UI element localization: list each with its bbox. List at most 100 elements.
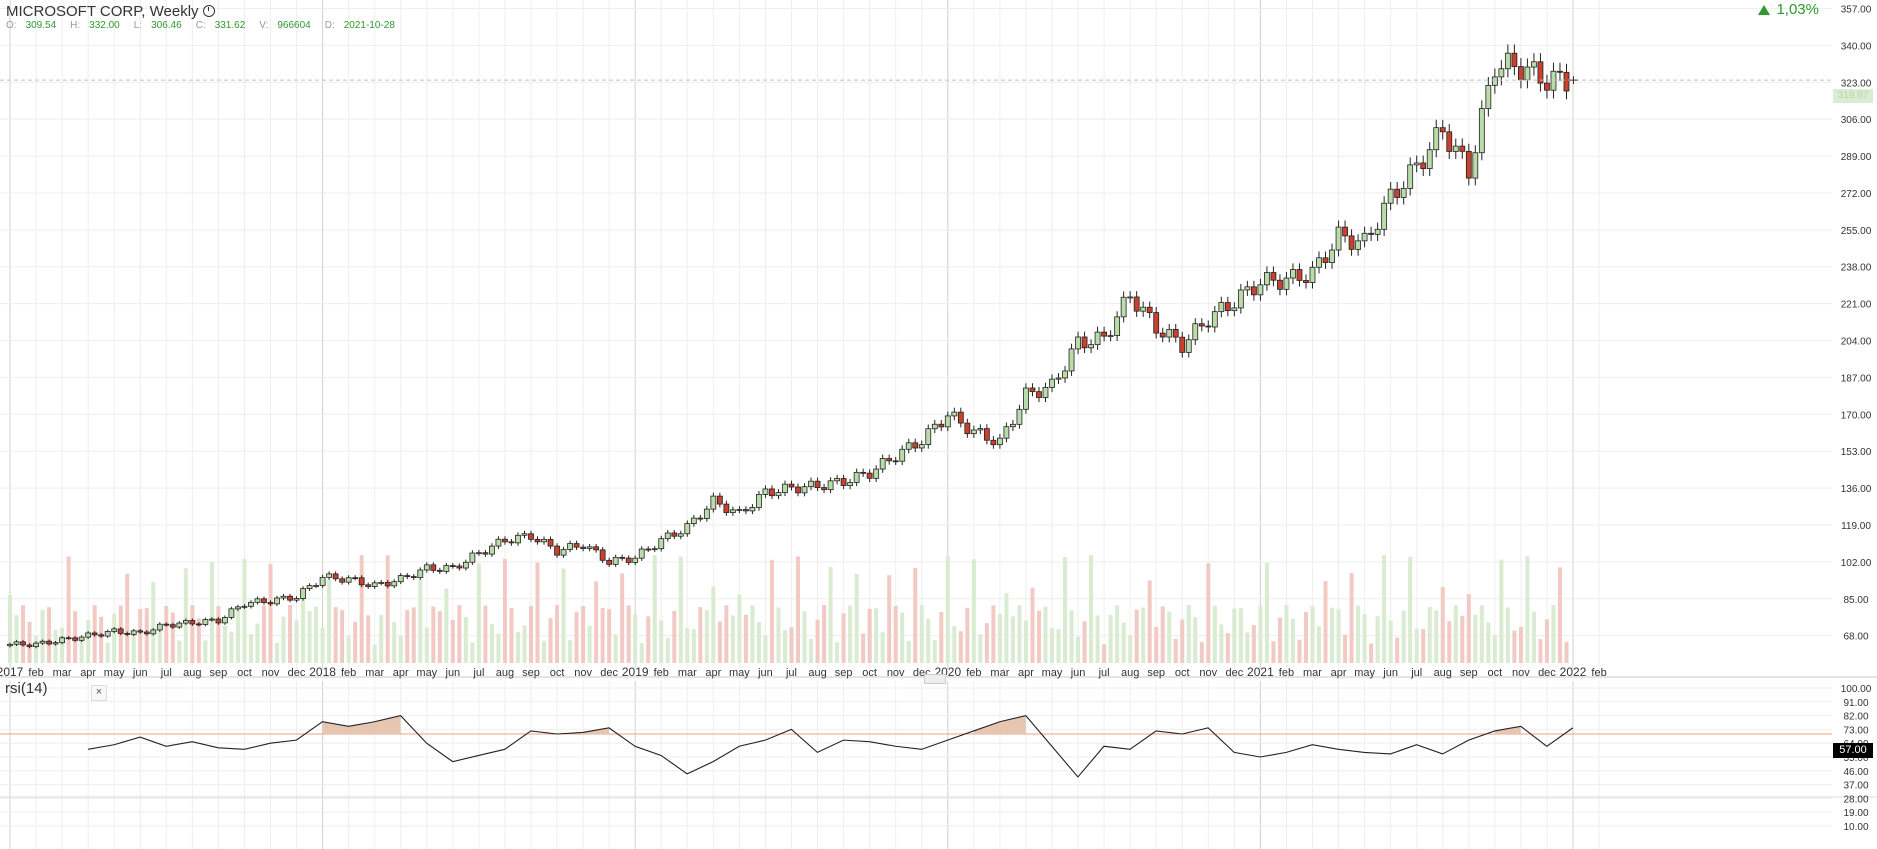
candle-body xyxy=(827,480,834,491)
candle-body xyxy=(1361,232,1368,242)
candle-body xyxy=(1140,306,1147,312)
time-tick-label: mar xyxy=(365,667,384,679)
candle-body xyxy=(997,437,1003,446)
volume-bar xyxy=(1277,617,1282,663)
candle-body xyxy=(736,509,743,511)
candle-body xyxy=(1218,302,1225,313)
chart-header: MICROSOFT CORP, Weekly xyxy=(6,1,215,21)
volume-bar xyxy=(1121,622,1126,663)
price-tick-label: 289.00 xyxy=(1841,152,1872,163)
candle-body xyxy=(46,640,52,645)
volume-bar xyxy=(496,633,501,663)
candle-body xyxy=(743,509,749,512)
volume-bar xyxy=(196,618,201,663)
volume-bar xyxy=(1082,621,1087,663)
candle-body xyxy=(1400,188,1407,198)
candle-body xyxy=(72,637,79,641)
volume-bar xyxy=(1434,610,1439,663)
rsi-close-button[interactable]: × xyxy=(91,685,107,701)
rsi-axis: 100.0091.0082.0073.0064.0055.0046.0037.0… xyxy=(1841,684,1872,833)
candle-body xyxy=(195,623,202,626)
candle-body xyxy=(267,602,274,605)
candle-body xyxy=(873,468,880,479)
candle-body xyxy=(143,631,150,635)
volume-bar xyxy=(1245,632,1250,663)
candle-body xyxy=(1264,272,1270,286)
candle-body xyxy=(599,549,606,561)
candle-body xyxy=(658,538,665,550)
time-tick-label: 2019 xyxy=(622,665,649,679)
volume-bar xyxy=(737,594,742,663)
price-tick-label: 153.00 xyxy=(1841,447,1872,458)
volume-bar xyxy=(978,634,983,663)
volume-bar xyxy=(919,605,924,663)
candle-body xyxy=(703,508,710,519)
volume-bar xyxy=(1466,594,1471,663)
candle-body xyxy=(65,637,72,640)
candle-body xyxy=(801,486,808,494)
candle-body xyxy=(176,622,183,628)
rsi-label: rsi(14) xyxy=(5,680,48,697)
time-tick-label: mar xyxy=(678,667,697,679)
candle-body xyxy=(860,471,867,474)
candle-body xyxy=(821,487,827,491)
candle-body xyxy=(1439,127,1446,133)
time-tick-label: feb xyxy=(654,667,669,679)
volume-bar xyxy=(1330,607,1335,663)
volume-bar xyxy=(743,614,748,663)
volume-bar xyxy=(1004,593,1009,663)
candle-body xyxy=(1068,348,1075,372)
candle-body xyxy=(222,617,228,624)
candle-body xyxy=(13,641,20,645)
volume-bar xyxy=(769,559,774,663)
candle-body xyxy=(489,545,495,555)
volume-bar xyxy=(255,623,260,663)
candle-body xyxy=(300,588,306,599)
candle-body xyxy=(925,428,932,445)
volume-bar xyxy=(1369,643,1374,663)
volume-bar xyxy=(216,606,221,663)
candle-body xyxy=(788,483,795,488)
volume-bar xyxy=(275,642,280,663)
volume-bar xyxy=(366,615,371,663)
volume-bar xyxy=(8,595,12,663)
candle-body xyxy=(938,423,945,428)
time-tick-label: mar xyxy=(53,667,72,679)
rsi-line xyxy=(87,714,1574,778)
candle-body xyxy=(1185,339,1192,353)
candle-body xyxy=(977,428,984,431)
volume-bar xyxy=(945,556,950,663)
time-tick-label: feb xyxy=(1591,667,1606,679)
rsi-tick-label: 46.00 xyxy=(1843,767,1868,778)
volume-bar xyxy=(691,629,696,663)
candle-body xyxy=(1309,266,1316,283)
rsi-tick-label: 91.00 xyxy=(1843,698,1868,709)
candle-body xyxy=(983,428,990,441)
candle-body xyxy=(1114,316,1121,337)
volume-bar xyxy=(1414,628,1419,663)
volume-bar xyxy=(1388,620,1393,663)
time-tick-label: oct xyxy=(237,667,252,679)
low-value: 306.46 xyxy=(151,20,182,31)
candle-body xyxy=(515,534,521,544)
candle-body xyxy=(866,472,873,479)
volume-bar xyxy=(476,563,481,663)
volume-bar xyxy=(307,611,312,663)
candle-body xyxy=(274,597,280,605)
volume-bar xyxy=(1219,624,1224,663)
candle-body xyxy=(280,595,287,599)
volume-bar xyxy=(756,622,761,663)
volume-bar xyxy=(1531,611,1536,663)
clock-icon[interactable] xyxy=(202,5,215,17)
rsi-tick-label: 28.00 xyxy=(1843,794,1868,805)
volume-bar xyxy=(1538,639,1543,663)
volume-bar xyxy=(1232,608,1237,663)
pane-resize-handle[interactable] xyxy=(924,674,946,684)
candle-body xyxy=(1101,331,1107,337)
volume-bar xyxy=(1238,608,1243,663)
time-tick-label: sep xyxy=(835,667,853,679)
volume-bar xyxy=(66,556,71,663)
volume-bar xyxy=(47,607,52,663)
price-tick-label: 204.00 xyxy=(1841,337,1872,348)
